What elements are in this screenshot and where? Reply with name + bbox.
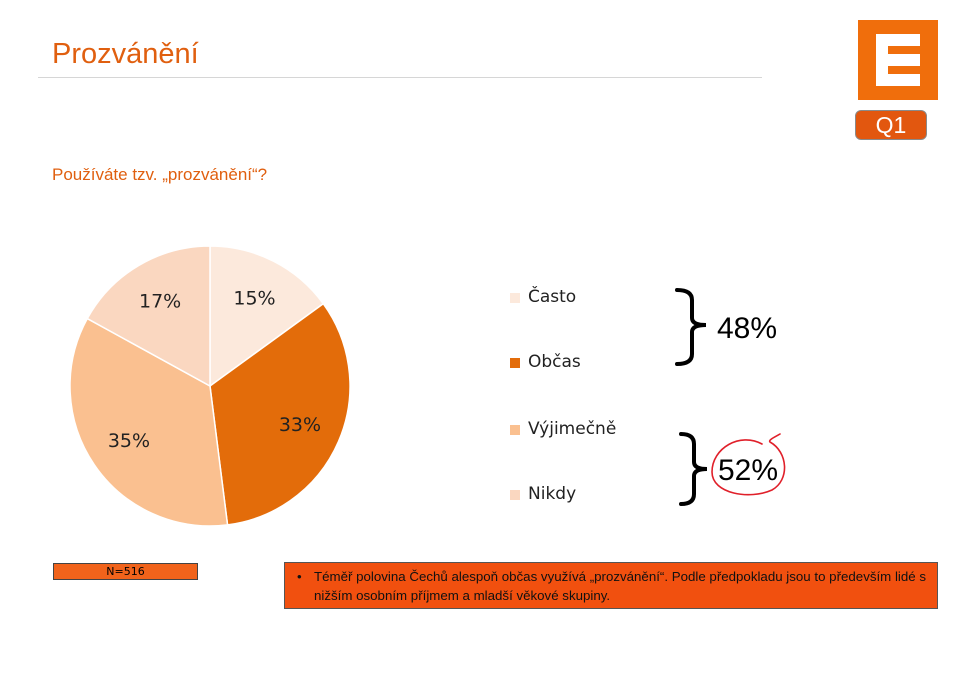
annotation-circle bbox=[711, 433, 786, 496]
pie-slice-4 bbox=[86, 245, 211, 388]
survey-question: Používáte tzv. „prozvánění“? bbox=[52, 165, 268, 184]
group-percent-top: 48% bbox=[717, 312, 778, 345]
legend-label: Občas bbox=[528, 352, 581, 372]
sample-size-label: N=516 bbox=[53, 563, 198, 580]
bullet-icon: • bbox=[297, 569, 302, 584]
pie-data-label-1: 15% bbox=[233, 288, 275, 310]
summary-note: • Téměř polovina Čechů alespoň občas vyu… bbox=[284, 562, 938, 609]
pie-slice-1 bbox=[209, 245, 325, 388]
legend-label: Výjimečně bbox=[528, 419, 617, 439]
bracket-top bbox=[675, 288, 707, 366]
title-divider bbox=[38, 77, 762, 78]
pie-data-label-3: 35% bbox=[108, 430, 150, 452]
cez-logo-icon bbox=[858, 20, 938, 100]
question-badge: Q1 bbox=[855, 110, 927, 140]
legend-swatch bbox=[510, 490, 520, 500]
pie-data-label-4: 17% bbox=[139, 291, 181, 313]
slide-title: Prozvánění bbox=[52, 38, 199, 70]
group-percent-bottom: 52% bbox=[718, 454, 779, 487]
legend-label: Často bbox=[528, 287, 577, 307]
bracket-bottom bbox=[679, 432, 708, 506]
summary-note-text: Téměř polovina Čechů alespoň občas využí… bbox=[314, 569, 926, 603]
pie-slice-3 bbox=[69, 317, 229, 527]
pie-slice-2 bbox=[209, 302, 351, 526]
legend-swatch bbox=[510, 425, 520, 435]
pie-data-label-2: 33% bbox=[279, 414, 321, 436]
legend-swatch bbox=[510, 293, 520, 303]
legend-swatch bbox=[510, 358, 520, 368]
legend-label: Nikdy bbox=[528, 484, 577, 504]
